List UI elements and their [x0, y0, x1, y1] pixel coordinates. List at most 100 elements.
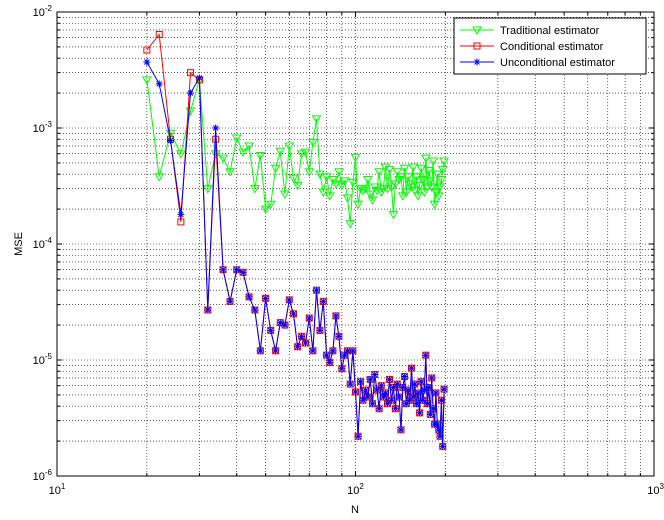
data-point [354, 432, 362, 440]
data-point [473, 42, 481, 50]
y-tick-label: 10-3 [33, 120, 53, 135]
data-point [324, 192, 335, 201]
data-point [272, 347, 280, 355]
data-point [300, 148, 311, 158]
data-point [382, 185, 393, 194]
data-point [373, 386, 381, 394]
data-point [433, 192, 444, 201]
data-point [392, 168, 403, 177]
data-point [439, 442, 447, 450]
y-tick-label: 10-5 [33, 352, 53, 367]
data-point [296, 150, 307, 159]
data-point [419, 396, 427, 404]
data-point [406, 396, 414, 404]
data-point [309, 347, 317, 355]
data-point [425, 383, 433, 391]
data-point [251, 306, 259, 314]
data-point [417, 378, 425, 386]
data-point [204, 306, 212, 314]
data-point [256, 347, 264, 355]
data-point [437, 396, 445, 404]
data-point [349, 347, 357, 355]
data-point [473, 58, 481, 66]
data-point [409, 393, 417, 401]
data-point [388, 210, 399, 220]
data-point [143, 58, 151, 66]
data-point [292, 181, 303, 191]
grid-layer [57, 12, 654, 476]
data-point [375, 405, 383, 413]
data-point [321, 173, 332, 182]
data-point [177, 210, 185, 218]
data-point [423, 400, 431, 408]
data-point [401, 373, 409, 381]
data-point [210, 150, 221, 159]
data-point [428, 374, 436, 382]
data-point [432, 170, 443, 180]
data-point [408, 163, 419, 173]
x-tick-label: 103 [647, 482, 664, 497]
data-point [154, 173, 165, 182]
x-tick-label: 102 [347, 482, 364, 497]
data-point [436, 432, 444, 440]
data-point [239, 268, 247, 276]
data-point [267, 326, 275, 334]
tick-label-layer: 101 102 103 10-6 10-5 10-4 10-3 10-2 [33, 4, 664, 497]
data-point [226, 297, 234, 305]
data-point [414, 181, 425, 191]
data-point [357, 378, 365, 386]
legend-entry: Unconditional estimator [460, 57, 615, 69]
data-point [360, 185, 371, 194]
data-point [420, 386, 428, 394]
data-point [218, 154, 228, 164]
data-point [379, 393, 387, 401]
data-point [141, 76, 152, 85]
data-point [384, 400, 392, 408]
data-point [413, 192, 423, 201]
data-point [361, 386, 369, 394]
series-unconditional-estimator [143, 58, 448, 450]
data-point [238, 148, 248, 158]
data-point [352, 388, 359, 396]
data-point [381, 389, 389, 397]
data-point [407, 364, 415, 372]
data-point [276, 319, 284, 327]
data-point [380, 163, 391, 173]
data-point [439, 157, 449, 166]
data-point [426, 410, 434, 418]
data-point [472, 26, 482, 36]
y-tick-label: 10-2 [33, 4, 53, 19]
data-point [355, 185, 366, 194]
data-point [397, 426, 405, 434]
data-point [155, 80, 163, 88]
data-point [432, 389, 440, 397]
data-point [425, 177, 436, 186]
data-point [342, 194, 353, 203]
data-point [335, 332, 343, 340]
y-tick-label: 10-6 [33, 468, 53, 483]
data-point [341, 351, 349, 359]
data-point [319, 297, 327, 305]
data-point [312, 286, 320, 294]
data-point [358, 186, 368, 196]
data-point [316, 326, 324, 334]
data-point [262, 294, 270, 302]
data-point [374, 168, 384, 177]
data-point [399, 164, 410, 174]
data-point [331, 180, 341, 189]
legend-entry: Traditional estimator [460, 25, 600, 37]
data-point [391, 405, 399, 413]
data-point [399, 383, 407, 391]
data-point [416, 164, 427, 174]
data-point [265, 200, 276, 210]
data-point [377, 382, 385, 390]
data-point [186, 69, 194, 77]
data-point [219, 266, 227, 274]
data-point [440, 385, 448, 393]
series-line [146, 79, 445, 224]
data-point [255, 151, 266, 161]
legend-entry: Conditional estimator [460, 41, 604, 53]
data-point [326, 359, 334, 367]
data-point [371, 370, 379, 378]
data-point [343, 347, 351, 355]
